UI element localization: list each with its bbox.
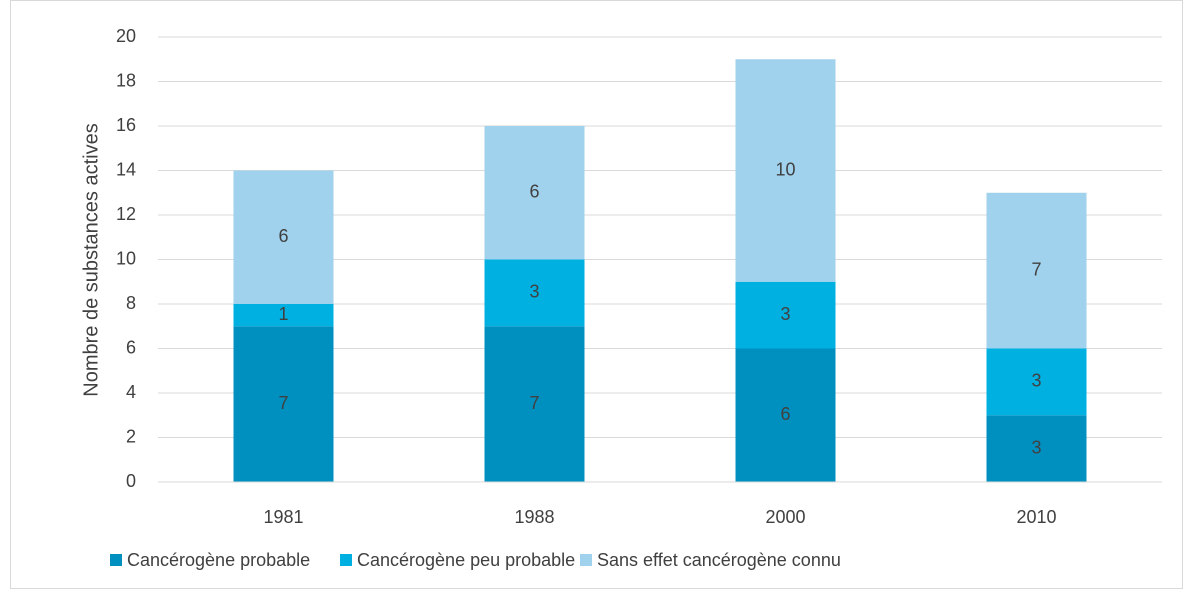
data-label: 3 — [529, 282, 539, 302]
y-tick-label: 10 — [116, 248, 136, 268]
data-label: 3 — [780, 304, 790, 324]
legend-label: Cancérogène peu probable — [357, 550, 575, 570]
legend-swatch — [340, 554, 352, 566]
data-label: 6 — [278, 226, 288, 246]
bar-segment — [735, 348, 836, 482]
bar-segment — [986, 348, 1087, 416]
x-tick-label: 1981 — [263, 507, 303, 527]
bar-segment — [484, 259, 585, 327]
legend-swatch — [580, 554, 592, 566]
legend-swatch — [110, 554, 122, 566]
legend-label: Cancérogène probable — [127, 550, 310, 570]
y-tick-label: 0 — [126, 471, 136, 491]
y-axis-label: Nombre de substances actives — [80, 123, 102, 396]
data-label: 1 — [278, 304, 288, 324]
data-label: 6 — [529, 182, 539, 202]
bar-segment — [484, 326, 585, 482]
y-tick-label: 8 — [126, 293, 136, 313]
y-tick-label: 4 — [126, 382, 136, 402]
bar-segment — [233, 304, 334, 327]
y-tick-label: 12 — [116, 204, 136, 224]
x-tick-label: 1988 — [514, 507, 554, 527]
chart-border — [10, 0, 1183, 589]
bar-segment — [735, 281, 836, 349]
bar-segment — [986, 415, 1087, 482]
y-tick-label: 6 — [126, 337, 136, 357]
bar-segment — [233, 170, 334, 304]
x-tick-label: 2000 — [765, 507, 805, 527]
data-label: 3 — [1031, 437, 1041, 457]
y-tick-label: 20 — [116, 26, 136, 46]
data-label: 3 — [1031, 371, 1041, 391]
y-tick-label: 16 — [116, 115, 136, 135]
data-label: 10 — [775, 159, 795, 179]
data-label: 6 — [780, 404, 790, 424]
data-label: 7 — [1031, 259, 1041, 279]
bar-segment — [233, 326, 334, 482]
x-tick-label: 2010 — [1016, 507, 1056, 527]
bar-segment — [986, 192, 1087, 349]
bar-segment — [484, 126, 585, 260]
bar-segment — [735, 59, 836, 282]
y-tick-label: 2 — [126, 426, 136, 446]
y-tick-label: 18 — [116, 70, 136, 90]
data-label: 7 — [529, 393, 539, 413]
data-label: 7 — [278, 393, 288, 413]
legend-label: Sans effet cancérogène connu — [597, 550, 841, 570]
y-tick-label: 14 — [116, 159, 136, 179]
